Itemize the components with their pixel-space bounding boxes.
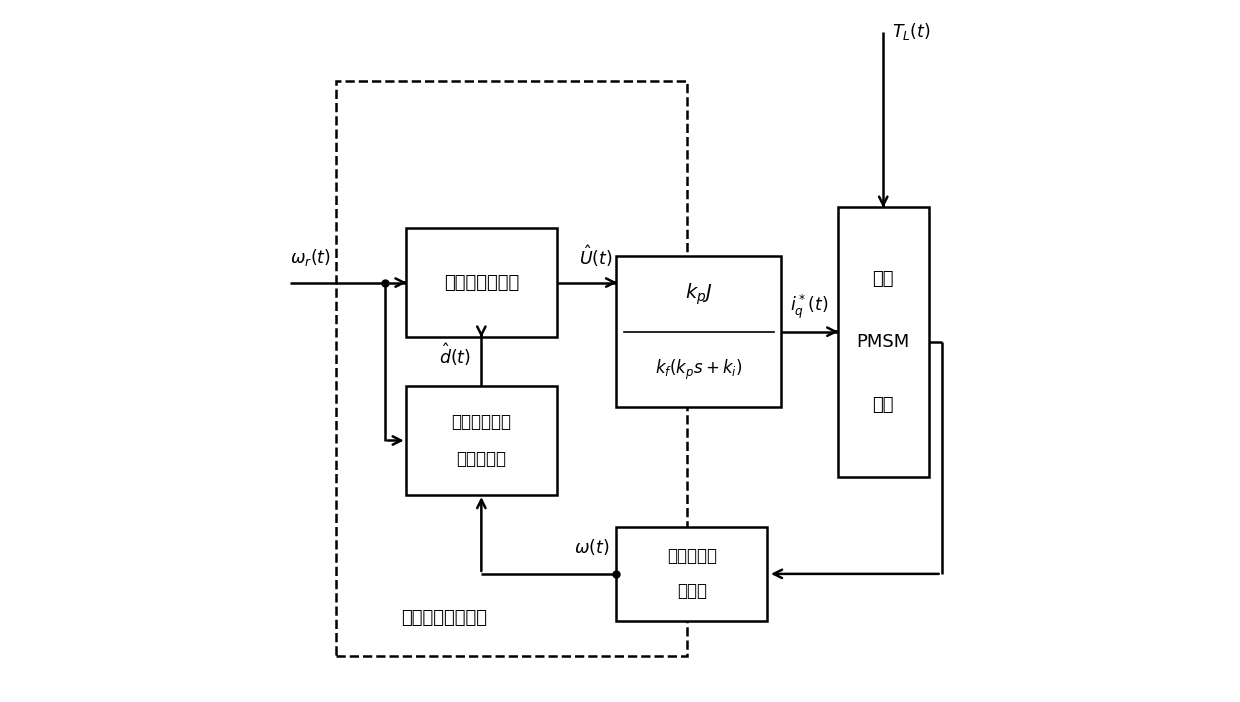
Text: $k_p J$: $k_p J$ xyxy=(686,282,713,307)
Text: 广义: 广义 xyxy=(873,270,894,288)
Text: 二阶有限时间: 二阶有限时间 xyxy=(451,413,511,430)
Bar xyxy=(616,256,781,407)
Text: PMSM: PMSM xyxy=(857,333,910,351)
Text: $i_q^*(t)$: $i_q^*(t)$ xyxy=(790,293,828,322)
Bar xyxy=(616,526,768,621)
Bar xyxy=(405,228,557,337)
Text: $\omega(t)$: $\omega(t)$ xyxy=(574,537,610,557)
Text: $k_f(k_p s+k_i)$: $k_f(k_p s+k_i)$ xyxy=(655,357,743,381)
Text: 自适应滑模控制器: 自适应滑模控制器 xyxy=(402,609,487,627)
Bar xyxy=(405,386,557,495)
Bar xyxy=(838,207,929,477)
Text: 传感器: 传感器 xyxy=(677,583,707,600)
Text: 对象: 对象 xyxy=(873,397,894,414)
Bar xyxy=(336,81,687,656)
Text: $\omega_r(t)$: $\omega_r(t)$ xyxy=(290,248,331,268)
Text: 干扰观测器: 干扰观测器 xyxy=(456,451,506,468)
Text: $\hat{U}(t)$: $\hat{U}(t)$ xyxy=(579,243,613,269)
Text: $T_L(t)$: $T_L(t)$ xyxy=(892,21,930,42)
Text: 连续滑模控制器: 连续滑模控制器 xyxy=(444,274,520,291)
Text: 位置和速度: 位置和速度 xyxy=(667,548,717,565)
Text: $\hat{d}(t)$: $\hat{d}(t)$ xyxy=(439,341,471,368)
